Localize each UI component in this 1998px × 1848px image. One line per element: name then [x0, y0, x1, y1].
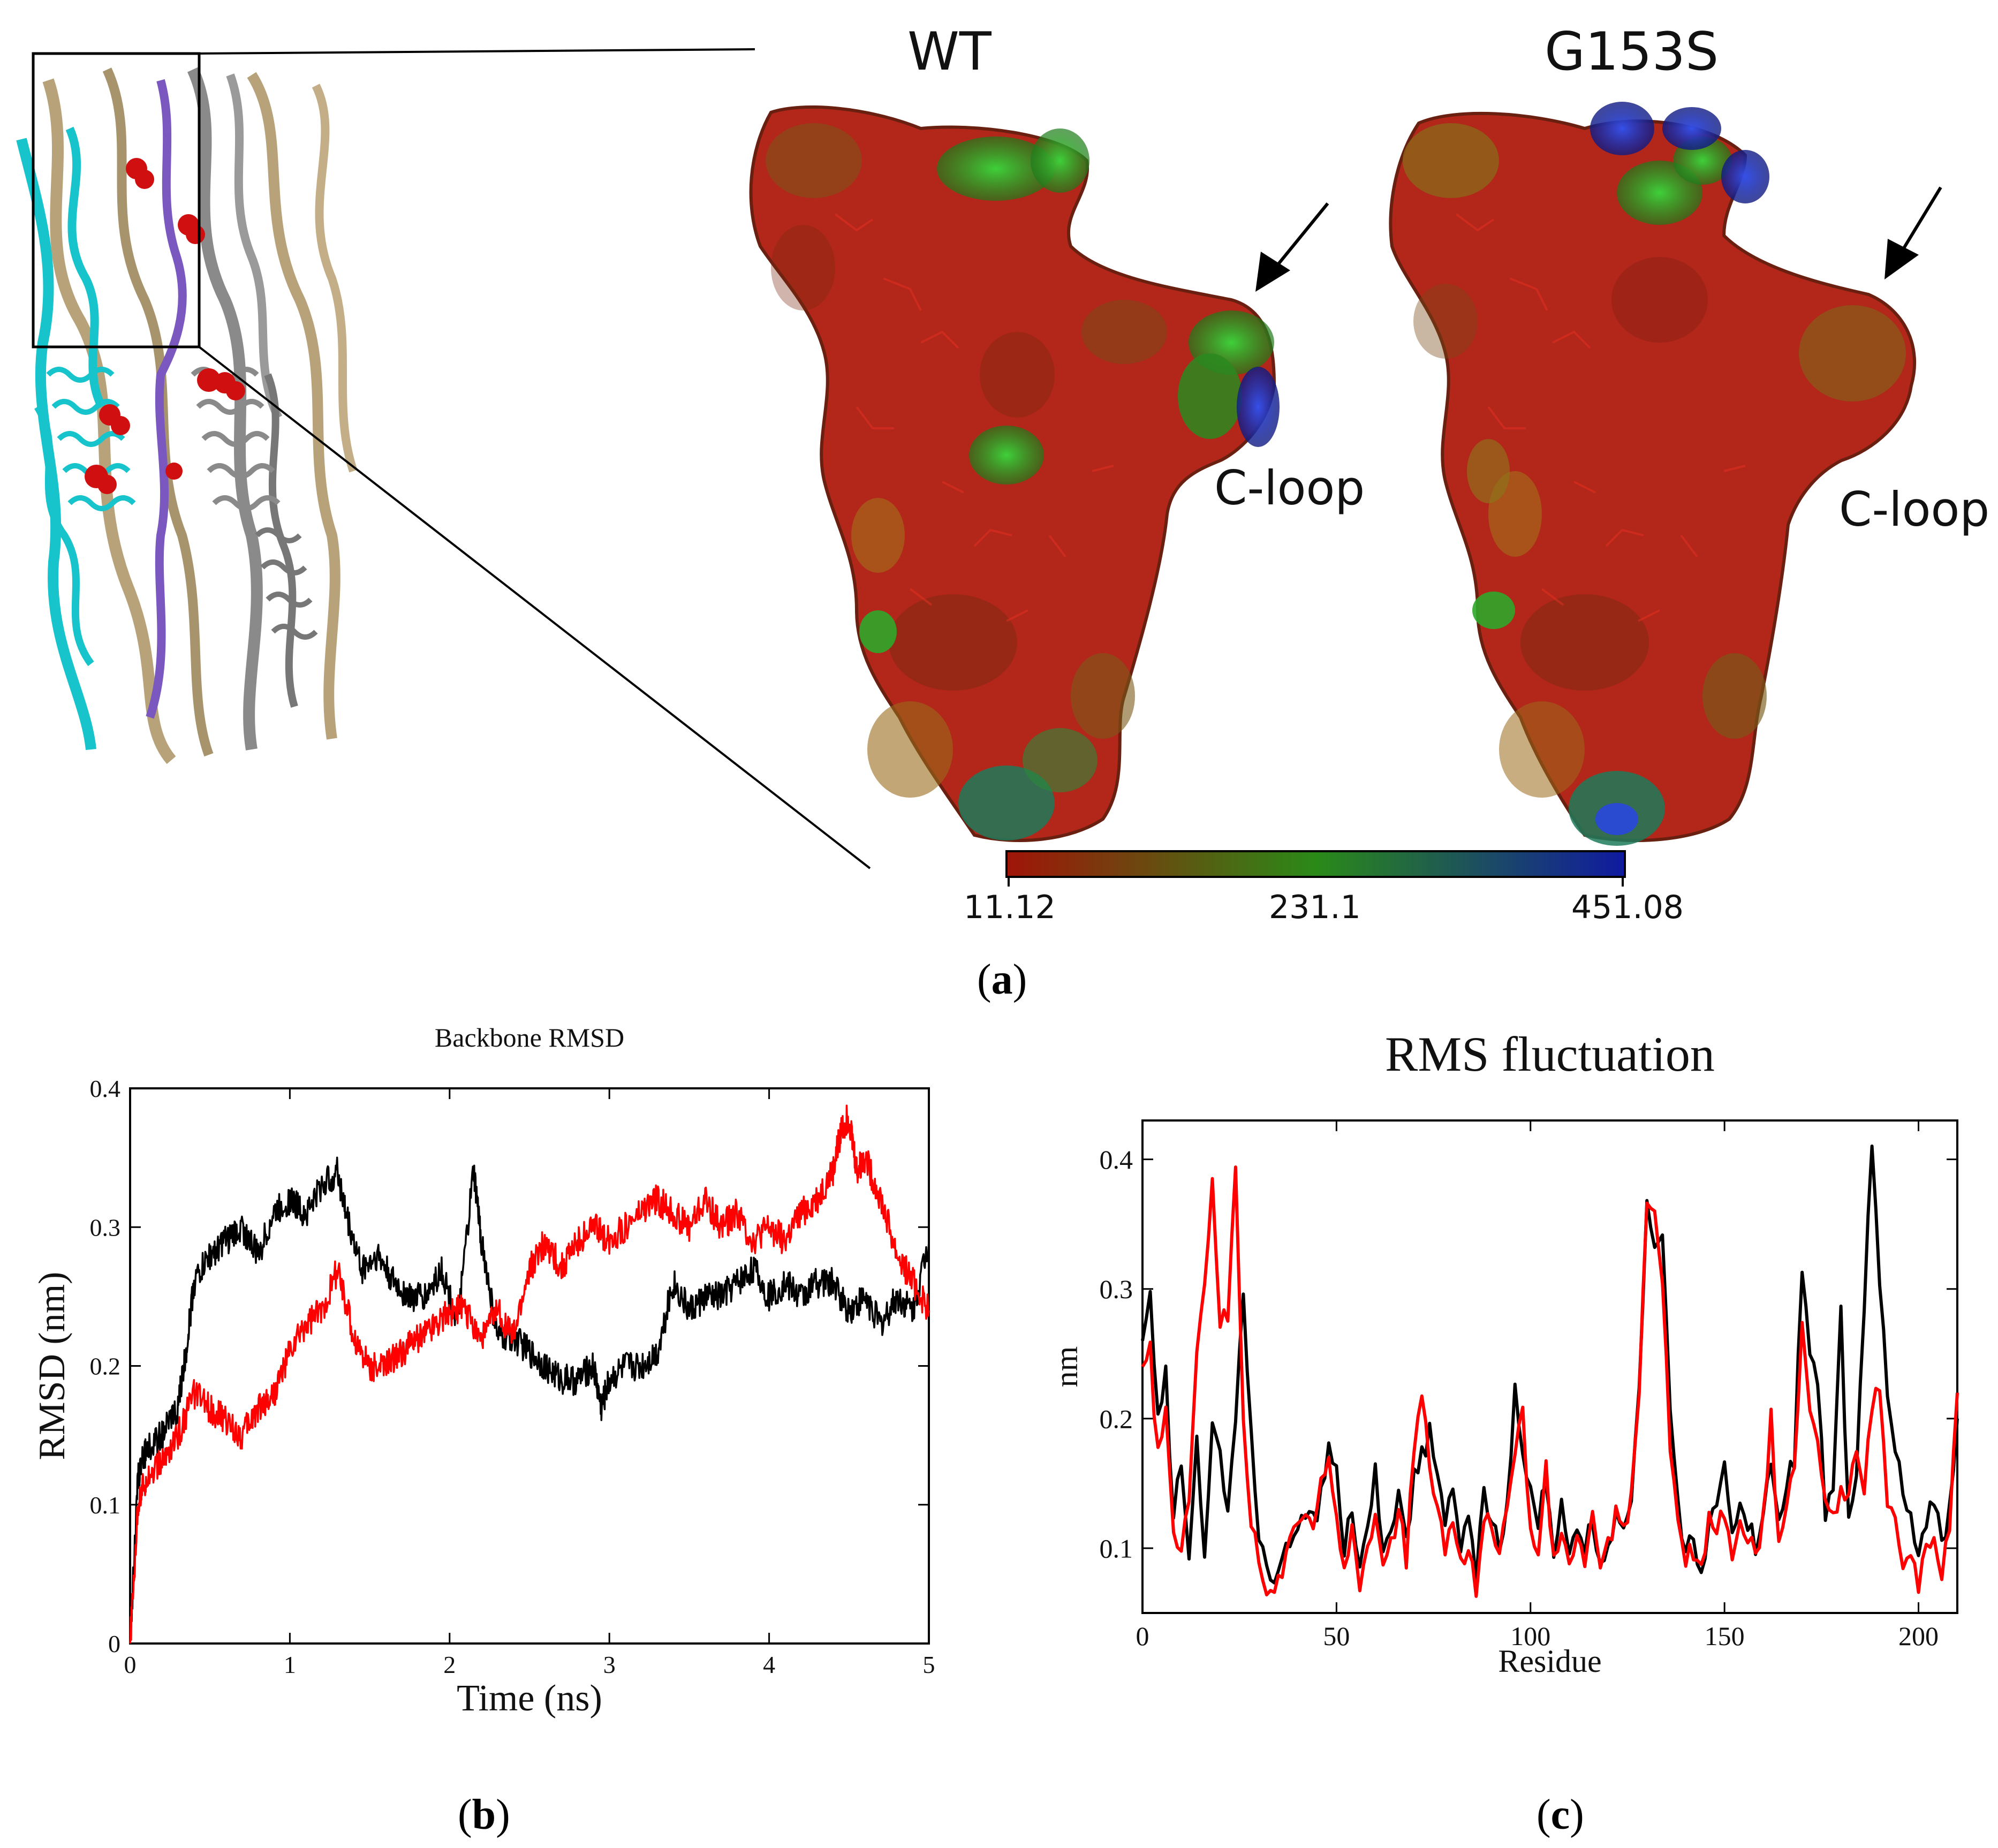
panel-label-c: (c) [1537, 1791, 1584, 1838]
x-tick-label: 4 [763, 1651, 775, 1678]
x-axis-label: Time (ns) [457, 1678, 602, 1719]
y-tick-label: 0 [108, 1630, 120, 1657]
colorbar-tick-mid: 231.1 [1269, 889, 1361, 926]
y-tick-label: 0.2 [90, 1353, 121, 1380]
y-axis-label: RMSD (nm) [32, 1272, 73, 1460]
x-tick-label: 3 [603, 1651, 616, 1678]
protein-ribbon-overview [16, 67, 358, 764]
mutation-site-atoms [85, 158, 245, 494]
colorbar-tick-min: 11.12 [964, 889, 1056, 926]
x-tick-label: 150 [1705, 1621, 1745, 1651]
y-tick-label: 0.4 [1100, 1145, 1133, 1175]
wt-title: WT [907, 21, 992, 82]
plot-frame [1141, 1119, 1958, 1614]
colorbar [1005, 850, 1626, 878]
g153s-title: G153S [1545, 21, 1719, 82]
y-tick-label: 0.3 [90, 1214, 121, 1241]
c-loop-label-g153s: C-loop [1839, 482, 1990, 537]
y-axis-label: nm [1049, 1346, 1084, 1388]
x-tick-label: 0 [124, 1651, 137, 1678]
x-tick-label: 0 [1136, 1621, 1149, 1651]
x-tick-label: 200 [1898, 1621, 1939, 1651]
x-tick-label: 2 [443, 1651, 456, 1678]
x-tick-label: 1 [284, 1651, 296, 1678]
rmsf-chart: RMS fluctuation 0 50 100 150 200 0.1 0.2 0.3 0.4 R… [1049, 1027, 1959, 1679]
wt-surface [749, 105, 1280, 842]
series-line-g153s [129, 1104, 930, 1644]
rmsd-chart: Backbone RMSD 0 1 2 3 4 5 0 0.1 0.2 0.3 0.4 Time (ns… [32, 1023, 935, 1719]
y-tick-label: 0.1 [1100, 1533, 1133, 1563]
g153s-surface [1389, 102, 1917, 846]
x-tick-label: 50 [1323, 1621, 1350, 1651]
x-tick-label: 5 [923, 1651, 935, 1678]
colorbar-tick-max: 451.08 [1571, 889, 1684, 926]
x-tick-label: 100 [1510, 1621, 1550, 1651]
chart-title: Backbone RMSD [435, 1023, 624, 1052]
arrow-icon [1255, 202, 1329, 292]
y-tick-label: 0.2 [1100, 1404, 1133, 1434]
series-line-wt [129, 1156, 930, 1644]
panel-a: WT G153S C-loop C-loop 11.12 231.1 451.0… [16, 21, 1990, 1003]
x-axis-label: Residue [1498, 1643, 1601, 1679]
panel-label-b: (b) [458, 1791, 510, 1838]
series-line-g153s [1141, 1165, 1959, 1598]
y-tick-label: 0.3 [1100, 1274, 1133, 1304]
panel-label-a: (a) [977, 956, 1027, 1003]
arrow-icon [1885, 186, 1942, 279]
y-tick-label: 0.4 [90, 1075, 121, 1102]
chart-title: RMS fluctuation [1385, 1027, 1715, 1081]
zoom-box [32, 52, 201, 349]
c-loop-label-wt: C-loop [1214, 460, 1365, 516]
y-tick-label: 0.1 [90, 1491, 121, 1519]
plot-frame [129, 1087, 930, 1645]
panel-a-illustration [16, 48, 1942, 887]
